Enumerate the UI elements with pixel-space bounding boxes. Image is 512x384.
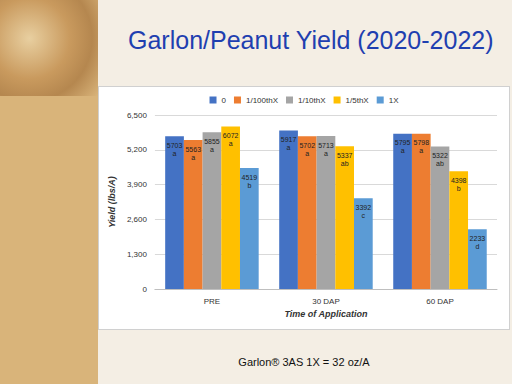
- svg-text:60 DAP: 60 DAP: [426, 297, 454, 306]
- svg-text:6,500: 6,500: [127, 111, 148, 120]
- svg-text:a: a: [210, 146, 214, 153]
- svg-text:5563: 5563: [185, 146, 201, 153]
- svg-text:1/10thX: 1/10thX: [298, 96, 326, 105]
- svg-text:a: a: [419, 147, 423, 154]
- svg-text:5322: 5322: [432, 152, 448, 159]
- svg-text:b: b: [457, 185, 461, 192]
- html-text:Garlon® 3AS 1X = 32 oz/A: Garlon® 3AS 1X = 32 oz/A: [238, 356, 370, 368]
- svg-text:0: 0: [142, 285, 147, 294]
- svg-text:a: a: [401, 147, 405, 154]
- svg-text:1,300: 1,300: [127, 250, 148, 259]
- svg-text:5337: 5337: [337, 152, 353, 159]
- svg-text:4398: 4398: [451, 177, 467, 184]
- svg-text:0: 0: [222, 96, 227, 105]
- svg-text:ab: ab: [436, 160, 444, 167]
- svg-text:30 DAP: 30 DAP: [312, 297, 340, 306]
- svg-text:a: a: [229, 140, 233, 147]
- svg-text:1/5thX: 1/5thX: [346, 96, 370, 105]
- svg-text:6072: 6072: [223, 132, 239, 139]
- html-text:Garlon/Peanut Yield (2020-2022: Garlon/Peanut Yield (2020-2022): [128, 26, 494, 54]
- svg-text:4519: 4519: [242, 174, 258, 181]
- svg-text:3,900: 3,900: [127, 180, 148, 189]
- svg-text:5703: 5703: [167, 142, 183, 149]
- svg-text:2,600: 2,600: [127, 215, 148, 224]
- svg-text:5917: 5917: [281, 136, 297, 143]
- svg-text:5,200: 5,200: [127, 145, 148, 154]
- svg-text:3392: 3392: [356, 204, 372, 211]
- svg-text:5855: 5855: [204, 138, 220, 145]
- svg-text:a: a: [287, 144, 291, 151]
- svg-text:b: b: [247, 182, 251, 189]
- svg-text:5702: 5702: [299, 142, 315, 149]
- svg-text:a: a: [324, 150, 328, 157]
- svg-text:Time of Application: Time of Application: [284, 309, 368, 319]
- svg-text:1/100thX: 1/100thX: [246, 96, 279, 105]
- svg-text:Yield (lbs/A): Yield (lbs/A): [107, 176, 117, 228]
- svg-text:ab: ab: [341, 160, 349, 167]
- svg-text:a: a: [173, 150, 177, 157]
- svg-text:5713: 5713: [318, 142, 334, 149]
- svg-text:a: a: [191, 154, 195, 161]
- svg-text:d: d: [475, 243, 479, 250]
- svg-text:a: a: [305, 150, 309, 157]
- svg-text:c: c: [362, 212, 366, 219]
- svg-text:5798: 5798: [413, 139, 429, 146]
- svg-text:5795: 5795: [395, 139, 411, 146]
- svg-text:2233: 2233: [470, 235, 486, 242]
- svg-text:1X: 1X: [389, 96, 399, 105]
- svg-text:PRE: PRE: [204, 297, 220, 306]
